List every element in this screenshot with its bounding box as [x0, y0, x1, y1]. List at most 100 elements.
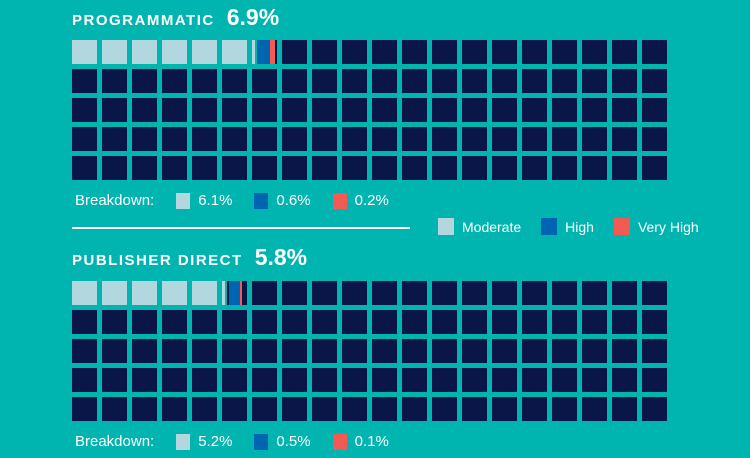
waffle-cell [342, 69, 367, 93]
waffle-cell [432, 281, 457, 305]
waffle-cell [552, 397, 577, 421]
waffle-cell [252, 281, 277, 305]
waffle-cell [492, 397, 517, 421]
moderate-segment [192, 281, 217, 305]
programmatic-breakdown: Breakdown: 6.1% 0.6% 0.2% [75, 192, 411, 209]
waffle-cell [582, 98, 607, 122]
waffle-cell [402, 339, 427, 363]
waffle-cell [72, 310, 97, 334]
waffle-cell [522, 69, 547, 93]
waffle-cell [102, 281, 127, 305]
waffle-cell [612, 397, 637, 421]
waffle-cell [252, 69, 277, 93]
waffle-cell [132, 281, 157, 305]
waffle-cell [162, 368, 187, 392]
high-swatch [254, 433, 269, 450]
waffle-cell [162, 69, 187, 93]
waffle-cell [282, 98, 307, 122]
moderate-segment [222, 281, 225, 305]
waffle-cell [462, 40, 487, 64]
waffle-cell [522, 127, 547, 151]
waffle-cell [252, 368, 277, 392]
waffle-cell [372, 397, 397, 421]
waffle-cell [522, 310, 547, 334]
waffle-cell [612, 310, 637, 334]
waffle-cell [432, 98, 457, 122]
publisher-direct-waffle [72, 281, 697, 421]
high-swatch [541, 218, 558, 235]
waffle-cell [642, 339, 667, 363]
waffle-cell [642, 156, 667, 180]
waffle-cell [312, 397, 337, 421]
waffle-cell [342, 339, 367, 363]
waffle-cell [162, 156, 187, 180]
waffle-cell [372, 310, 397, 334]
waffle-cell [192, 127, 217, 151]
programmatic-title: PROGRAMMATIC 6.9% [72, 4, 279, 31]
waffle-cell [432, 40, 457, 64]
moderate-segment [162, 40, 187, 64]
waffle-cell [492, 156, 517, 180]
waffle-cell [612, 368, 637, 392]
waffle-cell [342, 127, 367, 151]
breakdown-label: Breakdown: [75, 192, 155, 209]
waffle-cell [102, 127, 127, 151]
waffle-cell [492, 281, 517, 305]
waffle-cell [132, 40, 157, 64]
moderate-swatch [176, 433, 191, 450]
moderate-swatch [438, 218, 454, 235]
waffle-cell [312, 339, 337, 363]
waffle-cell [222, 156, 247, 180]
moderate-segment [102, 40, 127, 64]
waffle-cell [432, 156, 457, 180]
waffle-cell [252, 397, 277, 421]
waffle-cell [402, 281, 427, 305]
waffle-cell [642, 281, 667, 305]
high-swatch [254, 192, 269, 209]
waffle-cell [402, 156, 427, 180]
waffle-cell [402, 397, 427, 421]
high-segment [229, 281, 242, 305]
legend-label: High [565, 218, 594, 235]
waffle-cell [462, 69, 487, 93]
waffle-cell [102, 40, 127, 64]
waffle-cell [612, 127, 637, 151]
waffle-cell [282, 156, 307, 180]
waffle-cell [132, 98, 157, 122]
waffle-cell [492, 40, 517, 64]
high-segment [256, 40, 272, 64]
moderate-swatch [176, 192, 191, 209]
waffle-cell [342, 98, 367, 122]
waffle-cell [192, 98, 217, 122]
waffle-cell [192, 40, 217, 64]
waffle-cell [222, 368, 247, 392]
waffle-cell [102, 339, 127, 363]
waffle-cell [582, 127, 607, 151]
waffle-cell [432, 310, 457, 334]
waffle-cell [222, 281, 247, 305]
waffle-cell [72, 69, 97, 93]
legend-item-very-high: Very High [613, 218, 699, 235]
waffle-cell [132, 368, 157, 392]
waffle-cell [522, 339, 547, 363]
segment-gap [225, 281, 227, 305]
waffle-cell [342, 40, 367, 64]
waffle-cell [372, 281, 397, 305]
waffle-cell [432, 339, 457, 363]
very-high-swatch [332, 433, 347, 450]
publisher-direct-breakdown: Breakdown: 5.2% 0.5% 0.1% [75, 433, 411, 450]
waffle-cell [402, 69, 427, 93]
waffle-cell [462, 397, 487, 421]
publisher-direct-title: PUBLISHER DIRECT 5.8% [72, 244, 307, 271]
high-value: 0.5% [276, 433, 311, 450]
waffle-cell [162, 281, 187, 305]
waffle-cell [552, 281, 577, 305]
waffle-cell [492, 339, 517, 363]
moderate-segment [72, 40, 97, 64]
waffle-cell [522, 397, 547, 421]
waffle-cell [312, 156, 337, 180]
waffle-cell [642, 69, 667, 93]
waffle-cell [282, 281, 307, 305]
waffle-cell [192, 69, 217, 93]
waffle-cell [72, 40, 97, 64]
